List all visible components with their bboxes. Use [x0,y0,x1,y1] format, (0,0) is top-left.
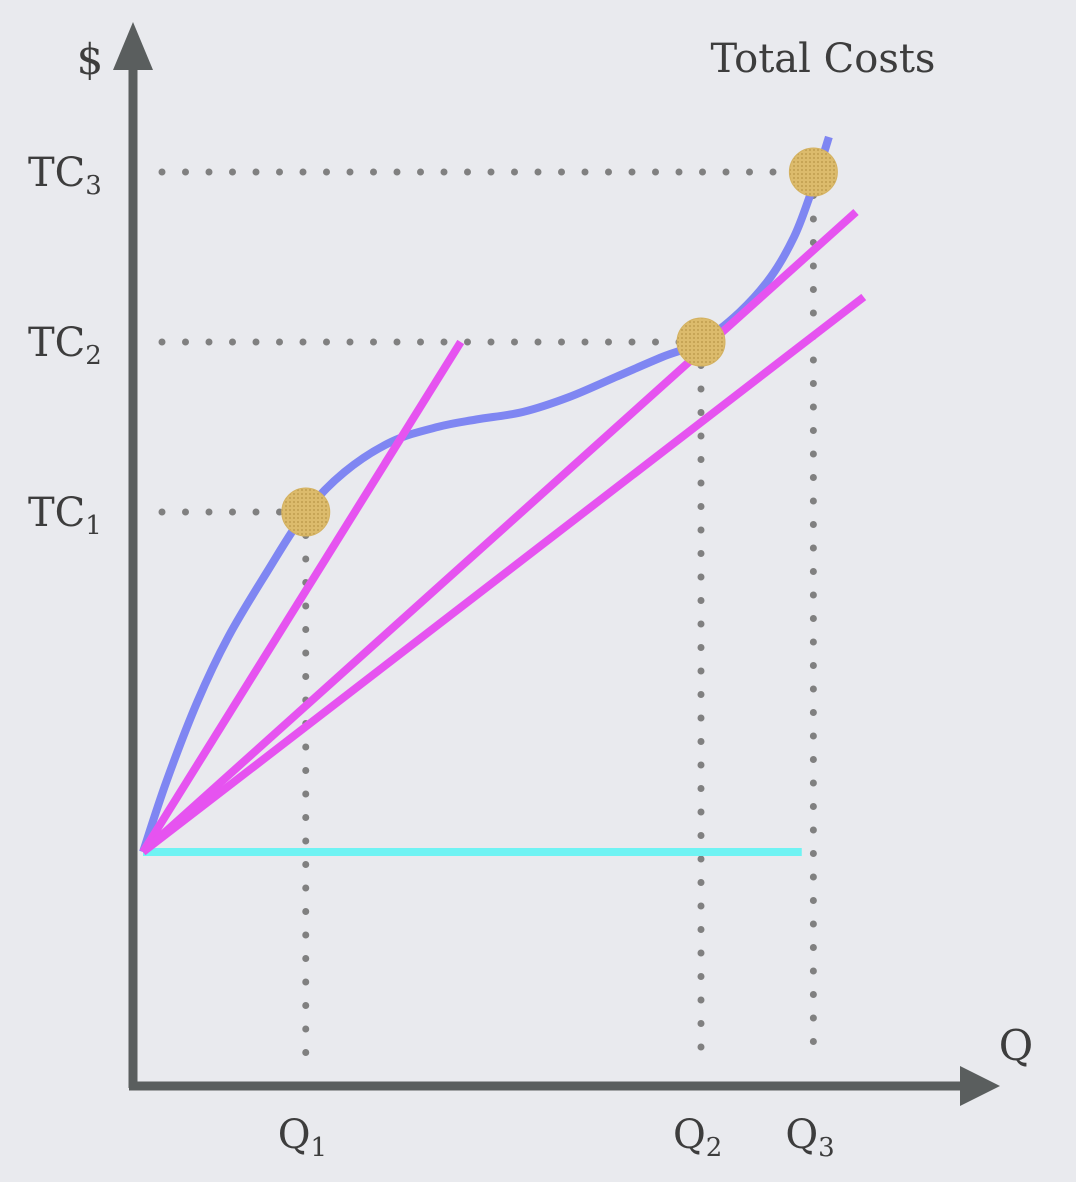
series-ray-to-q3 [140,209,859,855]
series-ray-to-q2 [140,293,867,856]
series-ray-to-q1 [139,339,465,855]
y-tick-label-2: TC2 [28,320,102,371]
tick-labels: TC1 TC2 TC3 Q1 Q2 Q3 [28,150,835,1163]
y-axis-arrow [113,22,153,70]
y-axis-label: $ [77,35,104,84]
point-2 [676,317,726,367]
y-tick-label-3: TC3 [28,150,102,201]
x-tick-label-2: Q2 [673,1112,722,1163]
x-axis-label: Q [999,1021,1033,1070]
guide-lines [158,168,817,1066]
x-tick-label-3: Q3 [785,1112,834,1163]
x-axis-arrow [960,1066,1000,1106]
series-total-cost-curve [139,135,833,854]
chart-title: Total Costs [711,36,936,82]
point-1 [281,487,331,537]
series-layer [139,135,867,856]
x-tick-label-1: Q1 [278,1112,327,1163]
point-3 [788,147,838,197]
y-tick-label-1: TC1 [28,490,102,541]
points-layer [281,147,838,537]
